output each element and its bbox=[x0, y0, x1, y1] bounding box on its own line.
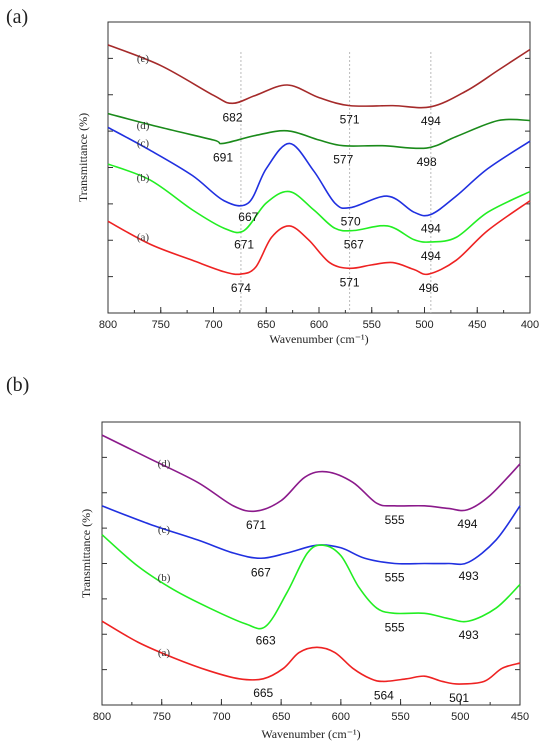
peak-label: 567 bbox=[344, 238, 364, 252]
x-tick-label: 600 bbox=[310, 319, 328, 331]
x-tick-label: 700 bbox=[212, 711, 230, 723]
series-line-1 bbox=[107, 112, 531, 150]
x-tick-label: 650 bbox=[257, 319, 275, 331]
series-label: (c) bbox=[158, 524, 171, 536]
series-label: (b) bbox=[158, 572, 171, 584]
peak-label: 570 bbox=[341, 215, 361, 229]
peak-label: 498 bbox=[417, 155, 437, 169]
x-tick-label: 500 bbox=[451, 711, 469, 723]
series-label: (d) bbox=[137, 120, 150, 132]
peak-label: 663 bbox=[256, 633, 276, 647]
peak-label: 571 bbox=[340, 113, 360, 127]
series-line-0 bbox=[101, 434, 521, 513]
series-label: (a) bbox=[158, 647, 171, 659]
peak-label: 493 bbox=[459, 569, 479, 583]
peak-label: 667 bbox=[238, 210, 258, 224]
peak-label: 501 bbox=[449, 691, 469, 705]
peak-label: 665 bbox=[253, 686, 273, 700]
x-tick-label: 550 bbox=[391, 711, 409, 723]
peak-label: 564 bbox=[374, 688, 394, 702]
peak-label: 671 bbox=[234, 238, 254, 252]
peak-label: 496 bbox=[419, 281, 439, 295]
series-label: (e) bbox=[137, 53, 150, 65]
x-tick-label: 450 bbox=[468, 319, 486, 331]
peak-label: 671 bbox=[246, 518, 266, 532]
series-label: (b) bbox=[137, 172, 150, 184]
x-tick-label: 800 bbox=[99, 319, 117, 331]
peak-label: 493 bbox=[459, 628, 479, 642]
x-tick-label: 800 bbox=[93, 711, 111, 723]
series-line-3 bbox=[107, 163, 531, 243]
x-tick-label: 600 bbox=[332, 711, 350, 723]
peak-label: 691 bbox=[213, 150, 233, 164]
series-line-4 bbox=[107, 200, 531, 276]
chart-b: 800 750 700 650 600 550 500 450 Wavenumber (cm⁻¹… bbox=[79, 421, 529, 741]
x-tick-label: 700 bbox=[204, 319, 222, 331]
series-line-1 bbox=[101, 505, 521, 566]
chart-a: 800 750 700 650 600 550 500 450 400 Wavenumber (c… bbox=[76, 21, 539, 346]
y-axis-title: Transmittance (%) bbox=[79, 509, 93, 598]
peak-label: 494 bbox=[421, 249, 441, 263]
series-line-0 bbox=[107, 44, 531, 109]
series-label: (d) bbox=[158, 458, 171, 470]
peak-label: 494 bbox=[457, 517, 477, 531]
x-tick-label: 650 bbox=[272, 711, 290, 723]
series-label: (c) bbox=[137, 137, 150, 149]
x-tick-label: 750 bbox=[153, 711, 171, 723]
x-axis-title: Wavenumber (cm⁻¹) bbox=[269, 332, 368, 346]
peak-label: 494 bbox=[421, 114, 441, 128]
plot-frame bbox=[107, 21, 531, 314]
x-tick-label: 450 bbox=[511, 711, 529, 723]
peak-label: 571 bbox=[340, 275, 360, 289]
panel-label-a: (a) bbox=[6, 6, 29, 28]
x-tick-label: 500 bbox=[415, 319, 433, 331]
peak-label: 667 bbox=[251, 565, 271, 579]
x-tick-label: 400 bbox=[521, 319, 539, 331]
peak-label: 555 bbox=[385, 513, 405, 527]
series-line-2 bbox=[107, 126, 531, 217]
x-tick-label: 550 bbox=[363, 319, 381, 331]
series-line-2 bbox=[101, 534, 521, 630]
x-axis-title: Wavenumber (cm⁻¹) bbox=[261, 727, 360, 741]
x-tick-label: 750 bbox=[152, 319, 170, 331]
peak-label: 555 bbox=[385, 620, 405, 634]
peak-label: 494 bbox=[421, 221, 441, 235]
y-axis-title: Transmittance (%) bbox=[76, 113, 90, 202]
series-line-3 bbox=[101, 620, 521, 685]
peak-label: 674 bbox=[231, 281, 251, 295]
peak-label: 682 bbox=[222, 110, 242, 124]
peak-label: 577 bbox=[333, 153, 353, 167]
series-label: (a) bbox=[137, 231, 150, 243]
peak-label: 555 bbox=[385, 571, 405, 585]
panel-label-b: (b) bbox=[6, 374, 30, 396]
